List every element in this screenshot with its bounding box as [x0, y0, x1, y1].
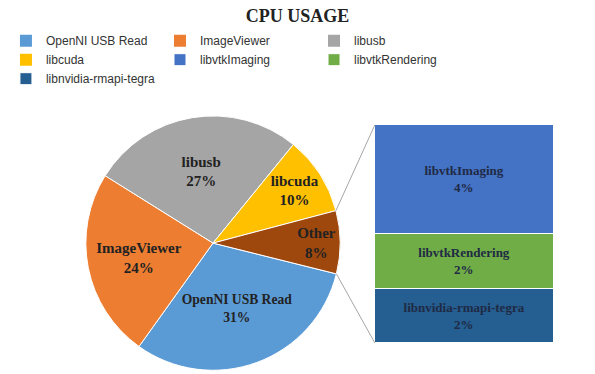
svg-text:OpenNI USB Read31%: OpenNI USB Read31% [182, 292, 292, 325]
svg-text:libnvidia-rmapi-tegra: libnvidia-rmapi-tegra [46, 72, 155, 86]
svg-text:libnvidia-rmapi-tegra2%: libnvidia-rmapi-tegra2% [404, 300, 525, 332]
svg-text:ImageViewer24%: ImageViewer24% [96, 240, 182, 276]
svg-text:libvtkImaging: libvtkImaging [200, 53, 270, 67]
svg-text:libcuda: libcuda [46, 53, 84, 67]
svg-text:Other8%: Other8% [297, 225, 336, 261]
svg-text:libvtkRendering: libvtkRendering [354, 53, 437, 67]
svg-text:libvtkImaging4%: libvtkImaging4% [424, 163, 503, 195]
svg-text:libusb27%: libusb27% [182, 154, 221, 190]
svg-text:libcuda10%: libcuda10% [271, 173, 319, 209]
svg-text:libusb: libusb [354, 34, 386, 48]
svg-text:ImageViewer: ImageViewer [200, 34, 270, 48]
svg-text:libvtkRendering2%: libvtkRendering2% [418, 245, 510, 277]
svg-text:CPU USAGE: CPU USAGE [246, 6, 350, 26]
svg-text:OpenNI USB Read: OpenNI USB Read [46, 34, 147, 48]
